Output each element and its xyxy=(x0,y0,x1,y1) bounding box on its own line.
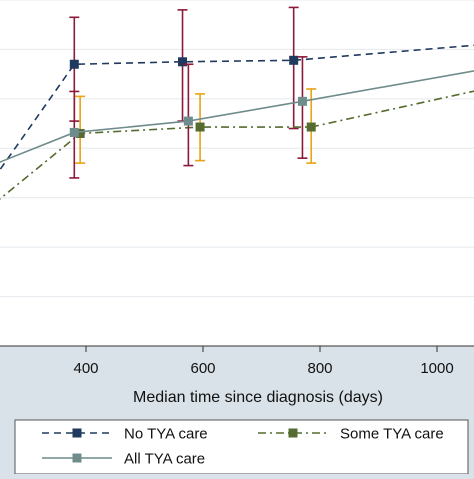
legend-label: All TYA care xyxy=(124,451,205,468)
data-point xyxy=(195,122,205,132)
series-line xyxy=(0,44,474,172)
data-point xyxy=(306,122,316,132)
legend-marker xyxy=(72,428,82,438)
x-axis-label: Median time since diagnosis (days) xyxy=(133,389,383,406)
data-point xyxy=(178,57,188,67)
legend-marker xyxy=(288,428,298,438)
legend-label: Some TYA care xyxy=(340,426,444,443)
x-tick-label: 600 xyxy=(190,360,215,377)
plot-area xyxy=(0,0,474,346)
x-tick-label: 400 xyxy=(73,360,98,377)
x-tick-label: 800 xyxy=(307,360,332,377)
x-ticks: 400 600 800 1000 xyxy=(73,346,454,377)
legend: No TYA care Some TYA care All TYA care xyxy=(42,426,444,468)
data-point xyxy=(183,116,193,126)
series xyxy=(0,6,474,200)
data-point xyxy=(289,55,299,65)
data-point xyxy=(69,59,79,69)
grid xyxy=(0,0,474,298)
x-tick-label: 1000 xyxy=(420,360,453,377)
series-line xyxy=(0,90,474,200)
legend-box xyxy=(14,419,469,475)
legend-label: No TYA care xyxy=(124,426,208,443)
legend-marker xyxy=(72,453,82,463)
data-point xyxy=(75,128,85,138)
data-point xyxy=(69,127,79,137)
data-point xyxy=(297,96,307,106)
